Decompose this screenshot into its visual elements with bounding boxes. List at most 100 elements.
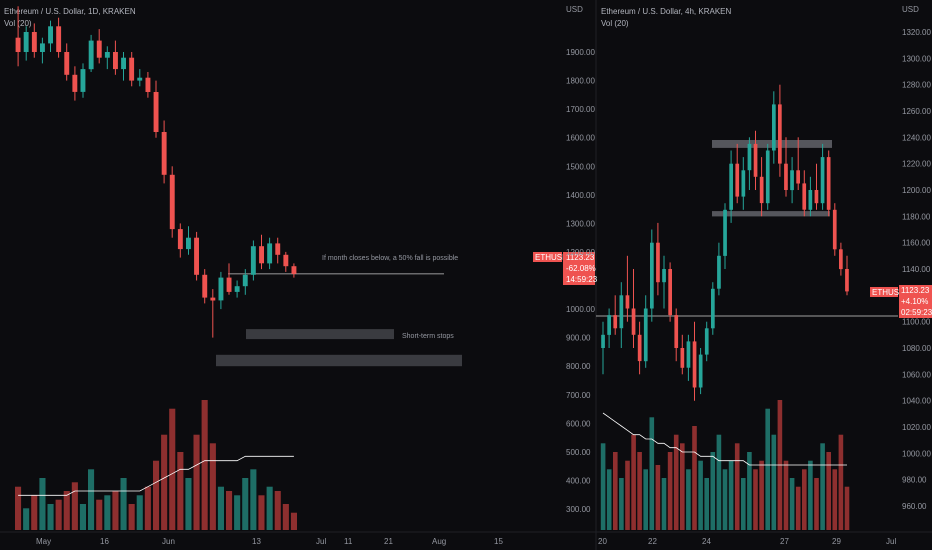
right-candle-body	[613, 315, 618, 329]
right-candle-body	[662, 269, 666, 283]
right-candle-body	[650, 242, 654, 309]
right-price-tag: ETHUSD 1123.23 +4.10% 02:59:23	[870, 285, 932, 318]
right-volume-bar	[637, 452, 642, 530]
right-candle-body	[832, 209, 837, 250]
short-term-stops-annotation: Short-term stops	[402, 333, 454, 340]
left-time-tick: 11	[344, 537, 353, 546]
right-price-tick: 1100.00	[902, 318, 931, 327]
right-time-tick: 29	[832, 537, 841, 546]
left-candle-body	[177, 229, 183, 250]
left-candle-body	[226, 277, 232, 292]
left-price-tag-price: 1123.23	[566, 253, 595, 262]
right-pane-title: Ethereum / U.S. Dollar, 4h, KRAKEN	[601, 7, 731, 16]
left-price-tick: 600.00	[566, 419, 591, 428]
left-price-tick: 1000.00	[566, 305, 595, 314]
left-volume-bar	[234, 495, 241, 530]
right-candle-body	[656, 242, 660, 283]
left-candle-body	[31, 32, 37, 52]
right-price-tick: 1160.00	[902, 239, 931, 248]
left-symbol-tag: ETHUSD	[535, 253, 568, 262]
right-price-tick: 1260.00	[902, 107, 931, 116]
short-term-stops-zone	[246, 329, 394, 340]
right-volume-bar	[722, 469, 728, 530]
right-candle-body	[790, 170, 794, 191]
left-volume-bar	[217, 486, 224, 530]
right-volume-bar	[795, 486, 801, 530]
left-volume-bar	[177, 452, 184, 530]
right-price-tick: 1200.00	[902, 186, 931, 195]
left-candle-body	[40, 43, 45, 52]
left-price-tick: 1900.00	[566, 48, 595, 57]
left-price-tag-bg	[563, 252, 595, 285]
right-price-tick: 1040.00	[902, 397, 931, 406]
left-candle-body	[113, 52, 118, 70]
left-time-tick: Jul	[316, 537, 326, 546]
right-volume-bar	[613, 452, 618, 530]
left-time-tick: Aug	[432, 537, 446, 546]
right-price-tick: 1180.00	[902, 212, 931, 221]
left-price-tick: 1800.00	[566, 77, 595, 86]
right-candle-body	[814, 190, 819, 204]
left-price-tick: 700.00	[566, 391, 591, 400]
right-candle-body	[674, 315, 679, 348]
left-candle-body	[23, 32, 29, 52]
right-candle-body	[735, 163, 740, 197]
right-candle-body	[772, 104, 776, 151]
right-candle-body	[643, 308, 648, 362]
left-candle-body	[145, 77, 151, 92]
left-volume-bar	[96, 499, 103, 530]
left-candle-body	[259, 246, 264, 264]
left-candle-body	[291, 266, 297, 274]
left-price-tick: 1200.00	[566, 248, 595, 257]
right-candle-body	[637, 334, 642, 362]
left-axis-unit: USD	[566, 5, 583, 14]
right-volume-bar	[704, 478, 709, 530]
right-symbol-tag-bg	[870, 287, 898, 297]
right-price-tick: 1000.00	[902, 449, 931, 458]
right-price-tick: 1280.00	[902, 81, 931, 90]
right-candle-body	[686, 341, 691, 368]
left-price-tick: 1300.00	[566, 219, 595, 228]
left-time-tick: 15	[494, 537, 503, 546]
left-price-tick: 800.00	[566, 362, 591, 371]
chart-marks: 1900.00 1800.00 1700.00 1600.00 1500.00 1400.…	[15, 6, 931, 546]
left-price-tick: 1400.00	[566, 191, 595, 200]
right-volume-bar	[655, 465, 661, 530]
left-candle-body	[250, 246, 256, 275]
right-candle-body	[717, 255, 721, 289]
month-close-annotation: If month closes below, a 50% fall is pos…	[322, 255, 458, 262]
left-candle-body	[15, 37, 21, 52]
right-volume-bar	[649, 417, 655, 530]
right-volume-bar	[814, 478, 819, 530]
deep-support-zone	[216, 354, 462, 367]
left-price-tick: 400.00	[566, 476, 591, 485]
left-volume-bar	[120, 478, 127, 530]
left-candle-body	[161, 132, 167, 175]
right-price-tick: 960.00	[902, 502, 927, 511]
right-candle-body	[668, 269, 672, 316]
right-volume-ma-line	[602, 412, 847, 466]
right-volume-bar	[728, 460, 734, 530]
right-price-tag-change: +4.10%	[901, 297, 928, 306]
right-volume-bar	[820, 443, 825, 530]
right-candle-body	[802, 183, 807, 210]
left-candle-body	[88, 40, 94, 70]
right-candle-body	[820, 157, 825, 204]
right-volume-bar	[667, 452, 673, 530]
left-candle-body	[267, 243, 273, 264]
left-price-tick: 300.00	[566, 505, 591, 514]
left-volume-bar	[242, 478, 249, 530]
left-candle-body	[210, 297, 216, 301]
right-price-tick: 1240.00	[902, 133, 931, 142]
left-volume-bar	[31, 495, 38, 530]
right-candle-body	[808, 190, 813, 210]
left-candle-body	[218, 277, 224, 301]
left-price-tag-countdown: 14:59:23	[566, 275, 598, 284]
right-candle-body	[692, 341, 697, 388]
right-volume-bar	[771, 434, 777, 530]
right-candle-body	[619, 295, 624, 329]
right-candle-body	[765, 150, 770, 204]
right-volume-bar	[686, 469, 691, 530]
left-volume-bar	[169, 408, 176, 530]
